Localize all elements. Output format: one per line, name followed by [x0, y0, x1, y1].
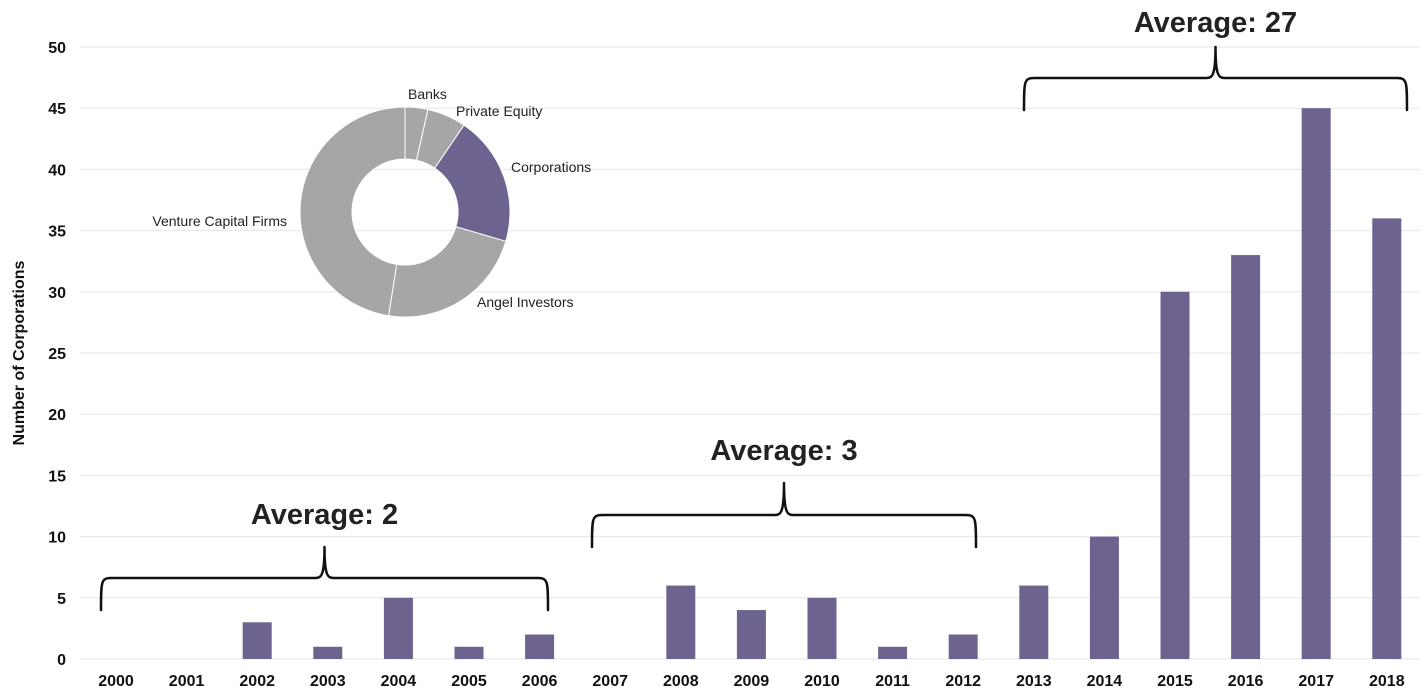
x-tick-label: 2006	[522, 673, 558, 690]
x-tick-label: 2009	[734, 673, 770, 690]
x-tick-label: 2016	[1228, 673, 1264, 690]
donut-chart: Banks Private Equity Corporations Angel Inv…	[152, 86, 591, 318]
y-tick-label: 50	[48, 40, 66, 57]
x-tick-label: 2012	[945, 673, 981, 690]
x-tick-label: 2018	[1369, 673, 1405, 690]
donut-label: Angel Investors	[477, 294, 574, 310]
bar-2015	[1160, 291, 1190, 659]
x-tick-label: 2010	[804, 673, 840, 690]
bar-2016	[1231, 255, 1261, 659]
bar-2018	[1372, 218, 1402, 660]
bar-2009	[736, 610, 766, 659]
gridlines	[80, 46, 1420, 660]
donut-slice-venture-capital-firms	[299, 106, 406, 317]
y-axis-ticks: 0 5 10 15 20 25 30 35 40 45 50	[48, 40, 66, 669]
x-tick-label: 2007	[592, 673, 628, 690]
average-label: Average: 27	[1134, 7, 1297, 39]
bar-2011	[878, 646, 908, 659]
donut-slice-corporations	[434, 124, 511, 242]
y-tick-label: 40	[48, 162, 66, 179]
bar-2012	[948, 634, 978, 659]
average-brace	[99, 545, 550, 612]
donut-label: Banks	[408, 86, 447, 102]
y-tick-label: 35	[48, 224, 66, 241]
bars	[242, 108, 1402, 660]
bar-2017	[1301, 108, 1331, 659]
y-tick-label: 45	[48, 101, 66, 118]
donut-label: Venture Capital Firms	[152, 213, 287, 229]
x-tick-label: 2003	[310, 673, 346, 690]
x-tick-label: 2001	[169, 673, 205, 690]
x-axis-ticks: 2000 2001 2002 2003 2004 2005 2006 2007 2008 2009…	[98, 673, 1404, 690]
average-annotations: Average: 2 Average: 3 Average: 27	[99, 7, 1409, 612]
y-tick-label: 0	[57, 652, 66, 669]
y-tick-label: 20	[48, 407, 66, 424]
donut-slice-angel-investors	[388, 226, 507, 318]
bar-2010	[807, 597, 837, 659]
x-tick-label: 2013	[1016, 673, 1052, 690]
x-tick-label: 2011	[875, 673, 910, 690]
x-tick-label: 2008	[663, 673, 699, 690]
bar-2013	[1019, 585, 1049, 659]
y-tick-label: 30	[48, 285, 66, 302]
donut-label: Corporations	[511, 159, 591, 175]
bar-2003	[313, 646, 343, 659]
x-tick-label: 2017	[1298, 673, 1334, 690]
x-tick-label: 2004	[381, 673, 417, 690]
y-tick-label: 10	[48, 530, 66, 547]
y-tick-label: 5	[57, 591, 66, 608]
x-tick-label: 2005	[451, 673, 487, 690]
x-tick-label: 2015	[1157, 673, 1193, 690]
y-axis-label: Number of Corporations	[11, 260, 28, 445]
average-label: Average: 3	[710, 435, 857, 467]
x-tick-label: 2000	[98, 673, 134, 690]
bar-2004	[383, 597, 413, 659]
average-label: Average: 2	[251, 499, 398, 531]
bar-2005	[454, 646, 484, 659]
bar-2008	[666, 585, 696, 659]
average-brace	[1022, 45, 1409, 112]
x-tick-label: 2014	[1087, 673, 1123, 690]
bar-2002	[242, 622, 272, 659]
bar-2006	[525, 634, 555, 659]
bar-2014	[1089, 536, 1119, 659]
average-brace	[590, 481, 978, 549]
y-tick-label: 25	[48, 346, 66, 363]
y-tick-label: 15	[48, 468, 66, 485]
x-tick-label: 2002	[239, 673, 275, 690]
donut-label: Private Equity	[456, 103, 542, 119]
